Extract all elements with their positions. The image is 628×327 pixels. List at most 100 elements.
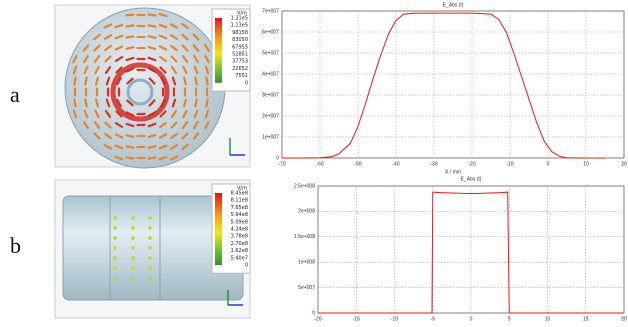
colorbar (215, 18, 222, 83)
dot (113, 256, 117, 260)
colorbar-label: 1.21e5 (231, 16, 248, 22)
colorbar-label: 5.94e8 (231, 212, 248, 218)
arrow (74, 78, 75, 85)
colorbar-label: 8.45e8 (231, 191, 248, 197)
x-tick-label: -20 (314, 316, 321, 322)
x-tick-label: 10 (583, 161, 589, 167)
chart-title: E_Abs (t) (443, 2, 464, 8)
arrow (206, 78, 207, 85)
y-tick-label: 7e+007 (262, 8, 279, 14)
colorbar-label: 1.62e8 (231, 248, 248, 254)
y-tick-label: 1.5e+008 (294, 234, 315, 240)
arrow (85, 78, 86, 85)
dot (113, 246, 117, 250)
arrow (127, 146, 134, 147)
dot (131, 266, 135, 270)
x-tick-label: 5 (508, 316, 511, 322)
dot (148, 256, 152, 260)
x-tick-label: 0 (470, 316, 473, 322)
arrow (127, 25, 134, 26)
figure: a b V/m1.21e51.13e5981588305067955528513… (0, 0, 628, 322)
x-tick-label: -5 (431, 316, 436, 322)
arrow (195, 78, 196, 85)
arrow (206, 100, 207, 107)
panel-label: a (10, 82, 20, 107)
dot (148, 276, 152, 280)
dot (113, 216, 117, 220)
colorbar-label: 2.70e8 (231, 241, 248, 247)
x-tick-label: -40 (392, 161, 399, 167)
colorbar-label: 52851 (232, 52, 248, 58)
colorbar-label: 3.78e8 (231, 234, 248, 240)
arrow (74, 100, 75, 107)
colorbar-label: 5.09e8 (231, 219, 248, 225)
colorbar-label: 22652 (232, 66, 248, 72)
dot (148, 226, 152, 230)
disk (65, 8, 225, 168)
chart-title: E_Abs (t) (461, 176, 482, 182)
arrow (85, 100, 86, 107)
x-axis-label: X / mm (445, 169, 461, 175)
y-tick-label: 5e+007 (298, 285, 315, 291)
panel-label: b (10, 233, 21, 258)
dot (131, 216, 135, 220)
colorbar-label: 1.13e5 (231, 23, 248, 29)
x-tick-label: -50 (354, 161, 361, 167)
y-tick-label: 1e+007 (262, 134, 279, 140)
x-tick-label: -15 (353, 316, 360, 322)
arrow (149, 25, 156, 26)
colorbar-label: 8.11e8 (231, 198, 248, 204)
y-tick-label: 1e+008 (298, 260, 315, 266)
arrow (195, 100, 196, 107)
x-tick-label: -20 (468, 161, 475, 167)
colorbar-label: 98158 (232, 30, 248, 36)
dot (131, 226, 135, 230)
plot-area (282, 11, 624, 158)
dot (148, 246, 152, 250)
x-tick-label: -10 (506, 161, 513, 167)
arrow (149, 36, 156, 37)
dot (113, 266, 117, 270)
y-tick-label: 4e+007 (262, 71, 279, 77)
x-tick-label: 10 (545, 316, 551, 322)
dot (131, 246, 135, 250)
colorbar-label: 5.40e7 (231, 255, 248, 261)
arrow (127, 157, 134, 158)
dot (131, 236, 135, 240)
dot (148, 236, 152, 240)
colorbar-label: 7.65e8 (231, 205, 248, 211)
colorbar-label: 37753 (232, 59, 248, 65)
x-tick-label: -60 (316, 161, 323, 167)
x-tick-label: -70 (278, 161, 285, 167)
arrow (127, 15, 134, 16)
dot (113, 226, 117, 230)
colorbar-label: 0 (245, 80, 248, 86)
dot (131, 276, 135, 280)
dot (131, 256, 135, 260)
x-tick-label: 0 (547, 161, 550, 167)
dot (148, 266, 152, 270)
y-tick-label: 2e+008 (298, 209, 315, 215)
x-tick-label: 20 (621, 161, 627, 167)
dot (113, 276, 117, 280)
arrow (127, 135, 134, 137)
x-tick-label: -30 (430, 161, 437, 167)
arrow (127, 36, 134, 37)
y-tick-label: 2e+007 (262, 113, 279, 119)
x-tick-label: 20 (621, 316, 627, 322)
dot (148, 216, 152, 220)
y-tick-label: 5e+007 (262, 50, 279, 56)
y-tick-label: 6e+007 (262, 29, 279, 35)
y-tick-label: 3e+007 (262, 92, 279, 98)
colorbar-label: 67955 (232, 44, 248, 50)
x-tick-label: 15 (583, 316, 589, 322)
arrow (149, 157, 156, 158)
x-tick-label: -10 (391, 316, 398, 322)
colorbar-label: 4.24e8 (231, 227, 248, 233)
colorbar-label: 83050 (232, 37, 248, 43)
arrow (149, 14, 156, 15)
colorbar-label: 0 (245, 263, 248, 269)
dot (113, 236, 117, 240)
y-tick-label: 2.5e+008 (294, 183, 315, 189)
arrow (149, 146, 156, 147)
